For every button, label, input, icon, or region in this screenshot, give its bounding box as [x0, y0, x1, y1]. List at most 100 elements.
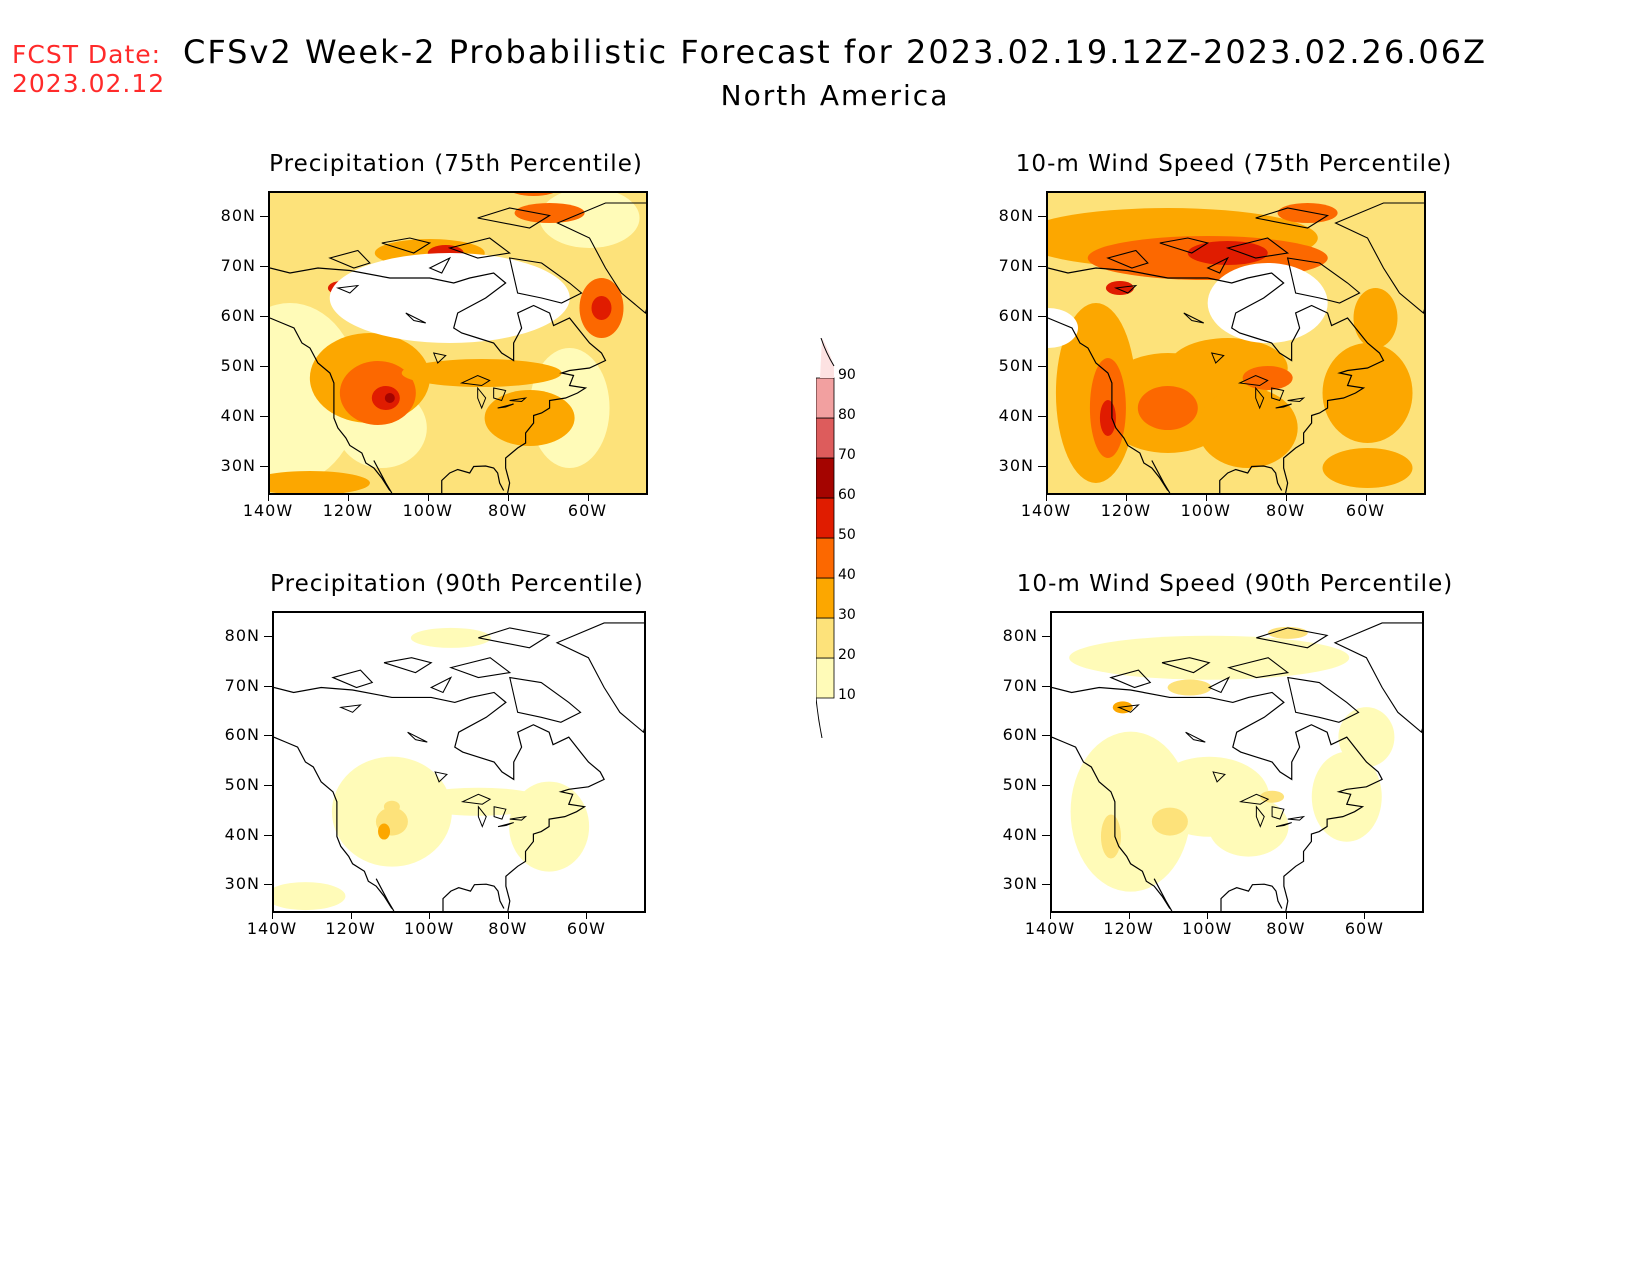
lake-outline: [434, 771, 448, 783]
lon-tick-label: 60W: [566, 919, 606, 938]
lon-tick-label: 100W: [1182, 919, 1233, 938]
shaded-area: [1137, 386, 1198, 430]
coastline: [1153, 878, 1173, 911]
lon-tick: [272, 911, 273, 919]
shaded-area: [1167, 679, 1212, 696]
lat-tick-label: 30N: [224, 874, 260, 894]
coastline: [1052, 736, 1171, 909]
coastline: [274, 736, 393, 909]
shaded-area: [383, 800, 400, 813]
lat-tick-label: 80N: [1002, 625, 1038, 645]
lake-outline: [477, 386, 487, 410]
colorbar-segment: [815, 537, 835, 579]
island-outline: [328, 249, 371, 269]
island-outline: [381, 237, 432, 254]
coastline: [270, 267, 607, 493]
shaded-area: [1277, 203, 1338, 223]
lake-outline: [338, 704, 362, 713]
lat-tick-label: 50N: [224, 774, 260, 794]
lake-outline: [1116, 704, 1140, 713]
lake-outline: [407, 731, 428, 743]
map-svg: [270, 193, 646, 493]
shaded-area: [1100, 814, 1121, 859]
lat-tick-label: 60N: [224, 725, 260, 745]
lon-tick: [587, 493, 589, 501]
lake-outline: [1275, 403, 1292, 409]
island-outline: [331, 669, 374, 689]
lake-outline: [1287, 397, 1306, 403]
map-svg: [1052, 613, 1422, 911]
lake-outline: [497, 822, 514, 828]
lon-tick-label: 100W: [404, 919, 455, 938]
lat-tick-label: 70N: [998, 256, 1034, 275]
lat-tick-label: 30N: [998, 456, 1034, 475]
shaded-area: [401, 359, 562, 387]
island-outline: [1207, 676, 1231, 694]
lon-tick-label: 80W: [1266, 501, 1306, 520]
lat-tick-label: 60N: [220, 306, 256, 325]
colorbar-svg: [815, 337, 835, 739]
lon-tick: [1207, 911, 1209, 919]
lat-tick-label: 80N: [998, 206, 1034, 225]
island-outline: [1225, 237, 1290, 259]
colorbar-segment: [815, 657, 835, 699]
colorbar-segment: [815, 417, 835, 459]
lat-tick: [1042, 884, 1050, 886]
coastline: [375, 878, 395, 911]
lake-outline: [460, 793, 492, 805]
lon-tick-label: 80W: [488, 501, 528, 520]
island-outline: [383, 657, 433, 674]
lake-outline: [1271, 387, 1285, 402]
lon-tick: [427, 493, 429, 501]
shaded-area: [270, 471, 370, 493]
coastline: [270, 317, 391, 491]
shaded-area: [410, 627, 491, 648]
lat-tick-label: 40N: [224, 824, 260, 844]
lat-tick: [264, 834, 272, 836]
lon-tick-label: 60W: [1344, 919, 1384, 938]
lat-tick: [264, 735, 272, 737]
lake-outline: [477, 805, 487, 828]
island-outline: [477, 207, 552, 229]
shaded-area: [1187, 241, 1268, 265]
lake-outline: [1255, 386, 1265, 410]
lon-tick-label: 120W: [1100, 501, 1152, 520]
lon-tick-label: 60W: [1345, 501, 1386, 520]
lon-tick: [268, 493, 269, 501]
island-outline: [1334, 202, 1424, 314]
lake-outline: [1287, 815, 1306, 821]
shaded-area: [1242, 366, 1293, 390]
lat-tick: [1038, 416, 1046, 417]
coastline: [1052, 686, 1383, 911]
island-outline: [447, 237, 512, 259]
colorbar-level-label: 90: [838, 367, 856, 383]
shaded-area: [1353, 288, 1398, 348]
coastline: [373, 460, 393, 493]
lon-tick: [347, 493, 349, 501]
island-outline: [1255, 207, 1330, 229]
lon-tick: [1205, 493, 1207, 501]
island-outline: [1226, 657, 1290, 679]
colorbar-segment: [815, 457, 835, 499]
lon-tick-label: 120W: [322, 501, 374, 520]
lon-tick-label: 60W: [567, 501, 608, 520]
colorbar-level-label: 10: [838, 687, 856, 703]
colorbar-segment: [815, 577, 835, 619]
lat-tick: [260, 266, 268, 267]
lake-outline: [493, 806, 507, 820]
lat-tick: [260, 216, 268, 217]
colorbar-top-edge: [820, 337, 835, 367]
lat-tick: [1042, 635, 1050, 637]
lon-tick: [1046, 493, 1047, 501]
shaded-area: [484, 390, 575, 446]
map-frame: [1046, 191, 1426, 495]
lon-tick: [586, 911, 588, 919]
lake-outline: [509, 397, 528, 403]
island-outline: [448, 657, 512, 679]
island-outline: [1106, 249, 1149, 269]
shaded-area: [591, 296, 612, 320]
colorbar-segment: [815, 617, 835, 659]
island-outline: [429, 676, 453, 694]
page-title: CFSv2 Week-2 Probabilistic Forecast for …: [182, 33, 1488, 71]
lat-tick-label: 50N: [1002, 774, 1038, 794]
